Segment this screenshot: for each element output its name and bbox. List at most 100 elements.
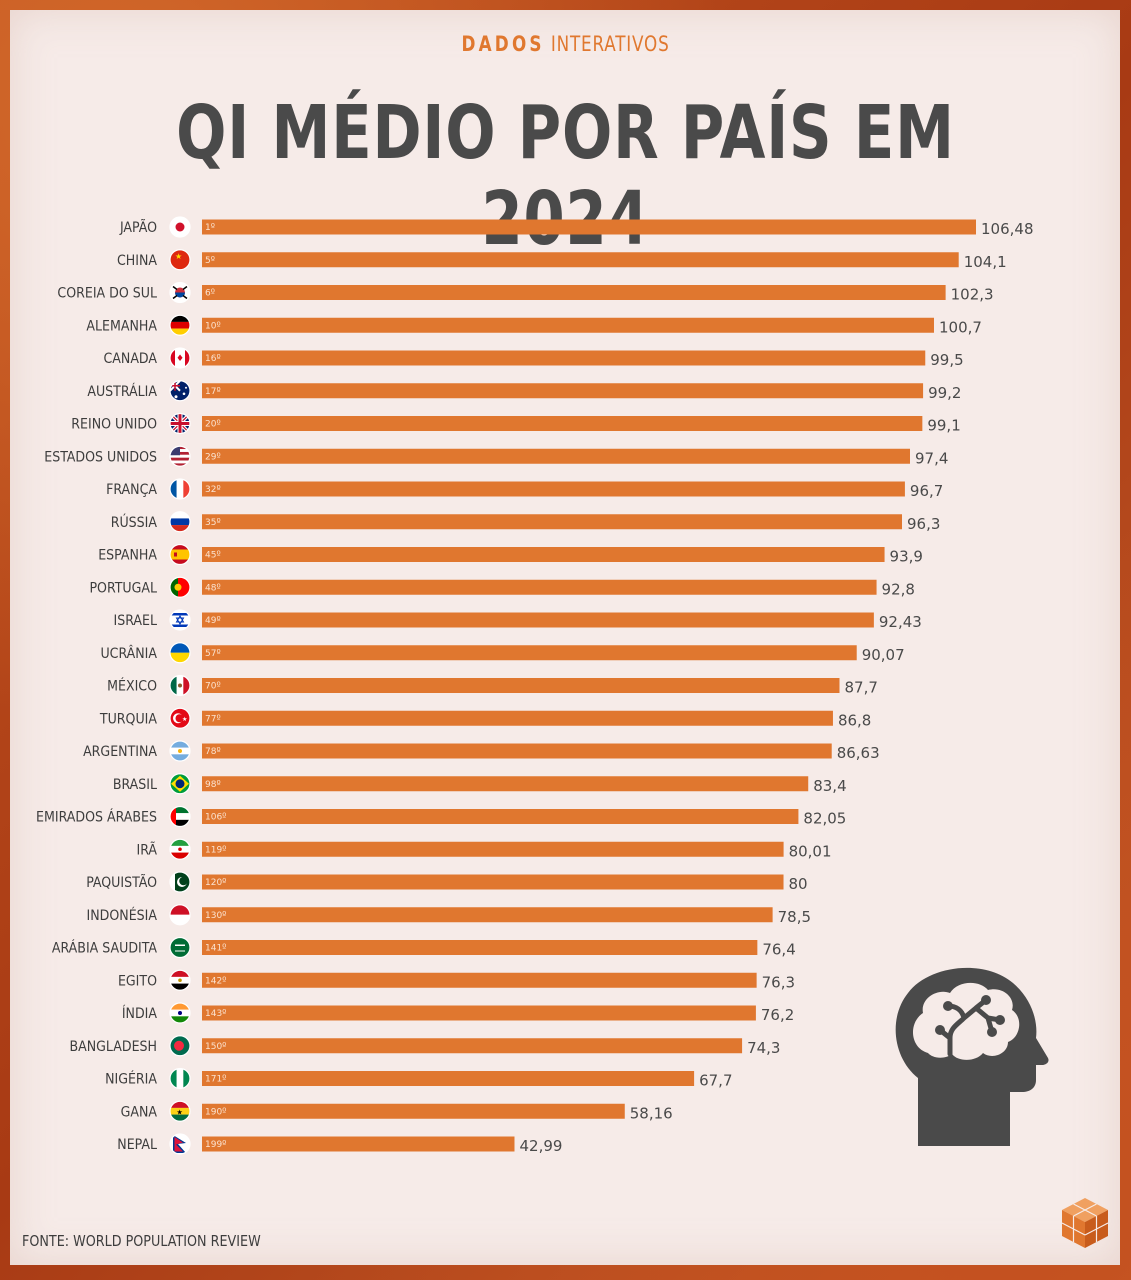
rank-label: 171º [205, 1075, 226, 1085]
germany-flag-icon [169, 314, 191, 336]
country-label: NEPAL [117, 1137, 157, 1153]
value-label: 58,16 [630, 1104, 673, 1122]
cube-logo-icon [1061, 1198, 1109, 1248]
bar [202, 1103, 625, 1119]
australia-flag-icon [169, 380, 191, 402]
bar-row: TURQUIA ★ 77º 86,8 [99, 707, 871, 729]
value-label: 80,01 [789, 842, 832, 860]
ukraine-flag-icon [169, 642, 191, 664]
value-label: 106,48 [981, 220, 1034, 238]
rank-label: 106º [205, 813, 226, 823]
rank-label: 130º [205, 911, 226, 921]
bar-row: REINO UNIDO 20º 99,1 [71, 412, 961, 435]
bar-row: MÉXICO 70º 87,7 [107, 674, 878, 697]
country-label: EMIRADOS ÁRABES [36, 809, 157, 826]
pakistan-flag-icon [169, 871, 191, 893]
country-label: UCRÂNIA [100, 644, 157, 662]
russia-flag-icon [169, 511, 191, 533]
rank-label: 70º [205, 682, 221, 692]
nigeria-flag-icon [169, 1067, 191, 1090]
rank-label: 150º [205, 1042, 226, 1052]
value-label: 92,43 [879, 613, 922, 631]
country-label: FRANÇA [106, 482, 157, 498]
value-label: 99,2 [928, 384, 961, 402]
rank-label: 199º [205, 1140, 226, 1150]
bar [202, 1005, 756, 1021]
bar [202, 350, 926, 366]
rank-label: 120º [205, 878, 226, 888]
china-flag-icon: ★ [169, 249, 191, 271]
uae-flag-icon [169, 805, 191, 828]
country-label: INDONÉSIA [87, 907, 158, 924]
israel-flag-icon [169, 609, 191, 631]
value-label: 86,8 [838, 711, 871, 729]
turkey-flag-icon: ★ [169, 707, 191, 729]
bar-row: NIGÉRIA 171º 67,7 [105, 1067, 733, 1090]
rank-label: 35º [205, 518, 221, 528]
brazil-flag-icon [169, 773, 191, 795]
canada-flag-icon: ♦ [169, 347, 191, 369]
brand-strong: DADOS [461, 32, 545, 56]
country-label: ISRAEL [114, 613, 157, 629]
uk-flag-icon [169, 412, 191, 435]
south-korea-flag-icon [169, 281, 191, 304]
rank-label: 32º [205, 485, 221, 495]
bar [202, 678, 840, 693]
country-label: AUSTRÁLIA [87, 383, 157, 400]
indonesia-flag-icon [169, 904, 191, 926]
value-label: 90,07 [862, 646, 905, 664]
bar-row: PAQUISTÃO 120º 80 [86, 871, 808, 893]
country-label: IRÃ [136, 841, 157, 858]
bar [202, 481, 905, 497]
value-label: 100,7 [939, 318, 982, 336]
country-label: ARÁBIA SAUDITA [52, 940, 157, 957]
rank-label: 5º [205, 256, 215, 266]
bar [202, 743, 832, 759]
bar-row: ÍNDIA 143º 76,2 [122, 1002, 794, 1024]
value-label: 86,63 [837, 744, 880, 762]
value-label: 74,3 [747, 1039, 780, 1057]
country-label: TURQUIA [99, 711, 158, 727]
bar-row: CANADA ♦ 16º 99,5 [103, 347, 964, 369]
country-label: EGITO [118, 973, 157, 989]
value-label: 87,7 [844, 679, 877, 697]
bar-row: ARGENTINA 78º 86,63 [83, 740, 880, 762]
country-label: REINO UNIDO [71, 417, 157, 433]
bar-row: COREIA DO SUL 6º 102,3 [57, 281, 994, 304]
country-label: PAQUISTÃO [86, 874, 157, 891]
value-label: 83,4 [813, 777, 846, 795]
country-label: BRASIL [113, 777, 157, 793]
bar-row: GANA ★ 190º 58,16 [121, 1100, 673, 1122]
chart-title: QI MÉDIO POR PAÍS EM 2024 [176, 90, 955, 262]
india-flag-icon [169, 1002, 191, 1024]
country-label: ALEMANHA [86, 318, 157, 334]
usa-flag-icon [169, 445, 191, 467]
country-label: RÚSSIA [111, 513, 158, 531]
bar [202, 972, 757, 988]
argentina-flag-icon [169, 740, 191, 762]
country-label: ESTADOS UNIDOS [44, 449, 157, 465]
bar-row: UCRÂNIA 57º 90,07 [100, 642, 905, 664]
rank-label: 57º [205, 649, 221, 659]
rank-label: 143º [205, 1009, 226, 1019]
rank-label: 119º [205, 845, 226, 855]
bar [202, 514, 903, 530]
bar-row: EGITO 142º 76,3 [118, 969, 795, 991]
value-label: 92,8 [882, 580, 915, 598]
bar-row: ESPANHA 45º 93,9 [98, 543, 923, 566]
brand-rest: INTERATIVOS [544, 32, 670, 56]
mexico-flag-icon [169, 674, 191, 697]
bar [202, 809, 799, 824]
bar [202, 841, 784, 857]
bar [202, 612, 874, 628]
country-label: BANGLADESH [69, 1039, 157, 1055]
value-label: 42,99 [519, 1137, 562, 1155]
bar-row: BRASIL 98º 83,4 [113, 773, 847, 795]
rank-label: 98º [205, 780, 221, 790]
bar-row: IRÃ 119º 80,01 [136, 838, 832, 860]
country-label: CHINA [117, 253, 157, 269]
value-label: 96,7 [910, 482, 943, 500]
source-note: FONTE: WORLD POPULATION REVIEW [22, 1232, 261, 1250]
bar [202, 579, 877, 595]
value-label: 76,4 [762, 941, 795, 959]
